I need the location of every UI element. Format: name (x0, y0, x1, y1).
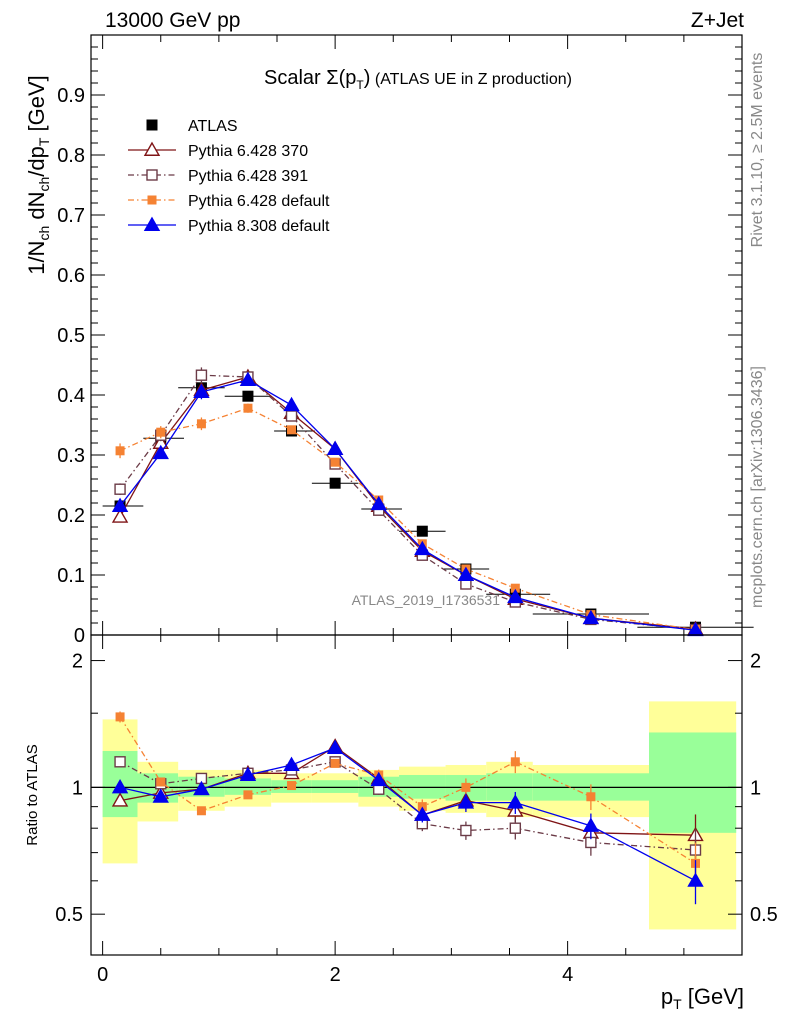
marker-p8def (283, 756, 300, 771)
marker-p6def (330, 758, 340, 768)
marker-p8def (507, 794, 524, 809)
marker-p8def (582, 609, 600, 625)
marker-p8def (152, 444, 169, 460)
marker-p6def (115, 712, 125, 722)
marker-p6def (287, 425, 297, 435)
marker-p6def (287, 781, 297, 791)
series-line-p391 (119, 761, 696, 851)
series-line-p6def (119, 716, 696, 864)
top-y-tick-label: 0.9 (57, 85, 85, 107)
marker-p6def (510, 757, 520, 767)
x-axis-title: pT [GeV] (661, 984, 744, 1012)
atlas-point (329, 477, 341, 489)
bottom-y-tick-label-right: 2 (750, 651, 761, 673)
ratio-band-green (649, 732, 737, 833)
marker-p6def (243, 790, 253, 800)
marker-p391 (114, 756, 126, 768)
legend-label-atlas: ATLAS (188, 118, 238, 135)
marker-p8def (457, 566, 475, 581)
atlas-point (416, 525, 428, 537)
marker-p8def (283, 396, 300, 412)
marker-p370 (111, 508, 129, 523)
marker-p8def (111, 778, 129, 794)
chart-title: Scalar Σ(pT) (ATLAS UE in Z production) (264, 67, 572, 92)
top-y-tick-label: 0.6 (57, 265, 85, 287)
marker-p8def (239, 371, 257, 386)
marker-p391 (285, 410, 298, 422)
marker-p8def (687, 872, 704, 887)
marker-p8def (326, 739, 344, 754)
legend-marker-p370 (143, 141, 161, 156)
marker-p8def (239, 766, 257, 781)
marker-p6def (586, 792, 596, 802)
legend-marker-p6def (147, 195, 157, 205)
analysis-watermark: ATLAS_2019_I1736531 (352, 592, 501, 608)
series-line-p8def (119, 747, 696, 882)
bottom-y-tick-label-right: 1 (750, 777, 761, 799)
top-y-tick-label: 0.5 (57, 325, 85, 347)
bottom-y-tick-label-right: 0.5 (750, 904, 778, 926)
bottom-y-tick-label: 1 (72, 777, 83, 799)
top-y-tick-label: 0.3 (57, 445, 85, 467)
marker-p370 (111, 792, 129, 807)
series-line-p391 (119, 374, 696, 631)
header-left: 13000 GeV pp (105, 9, 240, 32)
series-line-p8def (119, 379, 696, 631)
legend-marker-p391 (146, 169, 158, 181)
marker-p6def (115, 446, 125, 456)
rivet-label: Rivet 3.1.10, ≥ 2.5M events (749, 53, 766, 248)
bottom-y-tick-label: 2 (72, 651, 83, 673)
top-y-axis-title: 1/Nch dNch/dpT [GeV] (24, 75, 52, 275)
marker-p6def (243, 403, 253, 413)
marker-p6def (196, 806, 206, 816)
top-y-tick-label: 0.4 (57, 385, 85, 407)
top-y-tick-label: 0 (74, 625, 85, 647)
legend-label-p6def: Pythia 6.428 default (188, 193, 330, 210)
marker-p8def (414, 540, 431, 556)
marker-p8def (507, 588, 524, 604)
marker-p8def (193, 383, 210, 398)
x-tick-label: 2 (330, 964, 341, 986)
marker-p8def (582, 817, 600, 832)
top-y-tick-label: 0.7 (57, 205, 85, 227)
top-y-tick-label: 0.1 (57, 565, 85, 587)
marker-p8def (457, 794, 475, 809)
legend-marker-atlas (146, 119, 158, 131)
marker-p8def (193, 780, 210, 796)
marker-p8def (370, 495, 387, 511)
legend-label-p391: Pythia 6.428 391 (188, 168, 308, 185)
ratio-band-green (311, 780, 359, 793)
marker-p8def (370, 771, 387, 787)
marker-p6def (330, 457, 340, 467)
legend-label-p370: Pythia 6.428 370 (188, 143, 308, 160)
x-tick-label: 4 (562, 964, 573, 986)
marker-p6def (196, 419, 206, 429)
legend-marker-p8def (143, 216, 161, 231)
marker-p391 (114, 483, 126, 495)
top-y-tick-label: 0.8 (57, 145, 85, 167)
marker-p8def (326, 440, 344, 455)
legend-label-p8def: Pythia 8.308 default (188, 218, 330, 235)
marker-p6def (156, 427, 166, 437)
top-y-tick-label: 0.2 (57, 505, 85, 527)
marker-p391 (195, 369, 208, 381)
header-right: Z+Jet (691, 9, 744, 32)
marker-p391 (460, 824, 472, 837)
mcplots-label: mcplots.cern.ch [arXiv:1306.3436] (749, 366, 766, 608)
marker-p391 (509, 822, 522, 834)
atlas-point (242, 390, 254, 402)
marker-p8def (152, 788, 169, 803)
marker-p8def (111, 497, 129, 512)
ratio-band-green (224, 778, 272, 795)
bottom-y-axis-title: Ratio to ATLAS (24, 744, 41, 845)
marker-p6def (461, 782, 471, 792)
bottom-y-tick-label: 0.5 (55, 904, 83, 926)
bottom-panel-frame (90, 634, 743, 956)
marker-p8def (414, 806, 431, 821)
x-tick-label: 0 (97, 964, 108, 986)
series-line-p6def (119, 407, 696, 631)
marker-p6def (156, 777, 166, 787)
